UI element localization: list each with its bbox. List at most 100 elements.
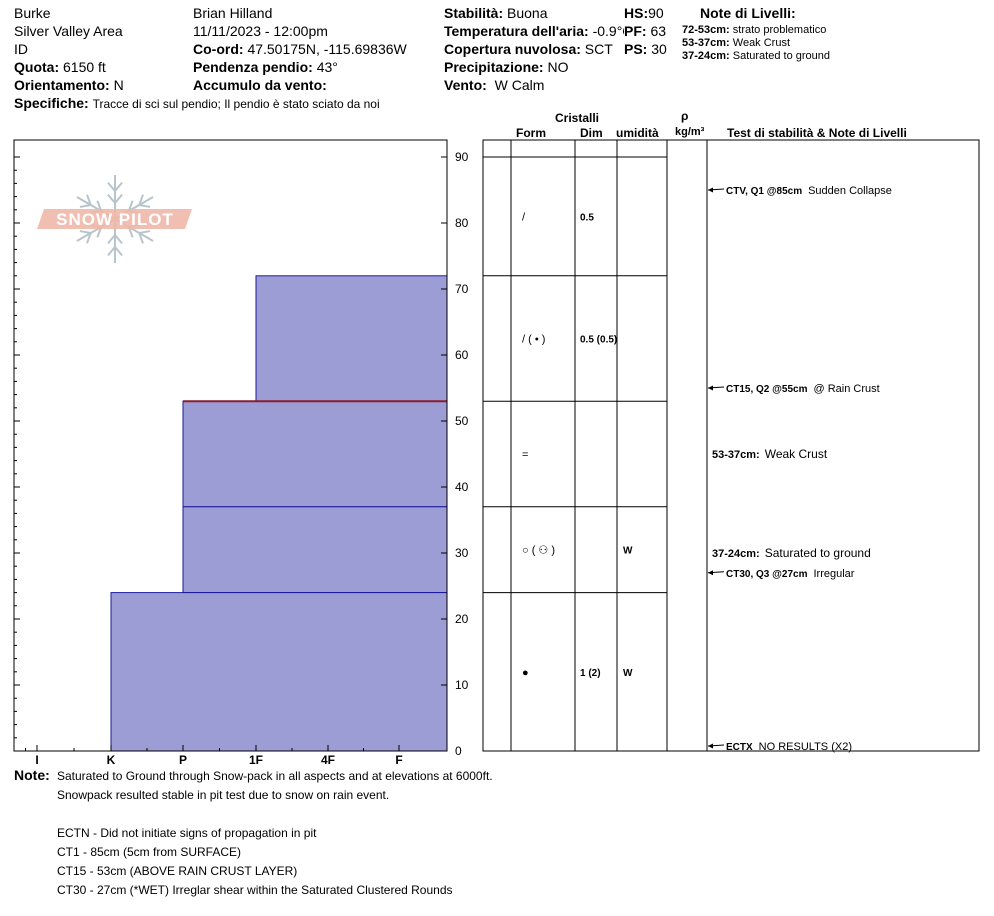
- hardness-tick-label: P: [179, 753, 187, 767]
- cloud-row: Copertura nuvolosa: SCT: [444, 41, 613, 57]
- layer-note-range: 37-24cm:: [682, 50, 730, 62]
- elevation-label: Quota:: [14, 59, 60, 75]
- layer-grain-form: ●: [522, 667, 529, 679]
- cloud-label: Copertura nuvolosa:: [444, 41, 581, 57]
- snowflake-branch: [114, 246, 123, 257]
- wind-loading-label: Accumulo da vento:: [193, 77, 327, 93]
- hardness-plot-frame: [13, 139, 448, 752]
- snowflake-branch: [86, 232, 92, 244]
- test-note: @ Rain Crust: [813, 383, 879, 395]
- layer-grain-size: 0.5: [580, 212, 594, 223]
- specifics-row: Specifiche: Tracce di sci sul pendio; Il…: [14, 95, 380, 112]
- pf-label: PF:: [624, 23, 647, 39]
- layer-note-range: 37-24cm:: [712, 548, 760, 560]
- layer-grain-size: 0.5 (0.5): [580, 335, 617, 346]
- notes-line: ECTN - Did not initiate signs of propaga…: [57, 826, 317, 840]
- test-code: ECTX: [726, 742, 753, 753]
- layer-grain-form: /: [522, 211, 526, 223]
- layer-moisture: W: [623, 546, 633, 557]
- crystals-header: Cristalli: [555, 111, 600, 125]
- ps-label: PS:: [624, 41, 648, 57]
- depth-tick-label: 10: [455, 678, 469, 692]
- stability-label: Stabilità:: [444, 5, 504, 21]
- test-pointer-head: [708, 570, 713, 576]
- size-header: Dim: [580, 126, 603, 140]
- depth-tick-label: 90: [455, 150, 469, 164]
- layer-moisture: W: [623, 668, 633, 679]
- air-temp-label: Temperatura dell'aria:: [444, 23, 589, 39]
- crystals-table-frame: [482, 139, 980, 752]
- notes-line: CT1 - 85cm (5cm from SURFACE): [57, 845, 242, 859]
- state: ID: [14, 41, 28, 57]
- depth-tick-label: 30: [455, 546, 469, 560]
- specifics-label: Specifiche:: [14, 95, 89, 111]
- hs-row: HS:90: [624, 5, 664, 21]
- layer-note-label: 53-37cm: Weak Crust: [712, 447, 828, 461]
- layer-bar: [255, 275, 448, 402]
- layer-note-1: 72-53cm: strato problematico: [682, 24, 826, 37]
- test-note: Irregular: [813, 568, 854, 580]
- snowflake-branch: [114, 193, 123, 204]
- hardness-tick-label: F: [395, 753, 402, 767]
- test-code: CT15, Q2 @55cm: [726, 384, 808, 395]
- stability-value: Buona: [507, 5, 548, 21]
- hardness-tick-label: 4F: [321, 753, 335, 767]
- test-result: CTV, Q1 @85cm Sudden Collapse: [726, 185, 892, 197]
- coord-label: Co-ord:: [193, 41, 244, 57]
- coord-row: Co-ord: 47.50175N, -115.69836W: [193, 41, 407, 57]
- slope-label: Pendenza pendio:: [193, 59, 313, 75]
- depth-tick-label: 40: [455, 480, 469, 494]
- hs-label: HS:: [624, 5, 649, 21]
- snowflake-branch: [107, 193, 116, 204]
- snowflake-branch: [114, 234, 123, 245]
- pf-value: 63: [650, 23, 667, 39]
- snowflake-branch: [138, 232, 144, 244]
- pf-row: PF: 63: [624, 23, 667, 39]
- aspect-label: Orientamento:: [14, 77, 110, 93]
- aspect-value: N: [113, 77, 124, 93]
- snowflake-branch: [107, 246, 116, 257]
- layer-bar: [182, 400, 448, 508]
- snowflake-branch: [86, 194, 92, 206]
- test-pointer-head: [708, 385, 713, 391]
- tests-header: Test di stabilità & Note di Livelli: [727, 126, 907, 140]
- layer-note-text: Weak Crust: [765, 447, 828, 461]
- snowflake-branch: [79, 230, 91, 234]
- test-pointer-head: [708, 187, 713, 193]
- layer-note-range: 72-53cm:: [682, 24, 730, 36]
- air-temp-value: -0.9°C: [592, 23, 633, 39]
- layer-note-label: 37-24cm: Saturated to ground: [712, 546, 871, 560]
- area: Silver Valley Area: [14, 23, 123, 39]
- moisture-header: umidità: [616, 126, 659, 140]
- snowflake-branch: [107, 234, 116, 245]
- test-code: CT30, Q3 @27cm: [726, 569, 808, 580]
- layer-notes-title: Note di Livelli:: [700, 5, 796, 21]
- hs-value: 90: [648, 5, 664, 21]
- observer: Brian Hilland: [193, 5, 273, 21]
- notes-line: CT15 - 53cm (ABOVE RAIN CRUST LAYER): [57, 864, 298, 878]
- depth-tick-label: 70: [455, 282, 469, 296]
- datetime: 11/11/2023 - 12:00pm: [193, 23, 328, 39]
- rho-header: ρ: [681, 109, 689, 123]
- snowflake-branch: [139, 204, 151, 208]
- logo-text: SNOW PILOT: [56, 210, 174, 229]
- snowflake-branch: [114, 181, 123, 192]
- depth-tick-label: 20: [455, 612, 469, 626]
- slope-row: Pendenza pendio: 43°: [193, 59, 338, 75]
- notes-line: Snowpack resulted stable in pit test due…: [57, 788, 390, 802]
- snowflake-branch: [107, 181, 116, 192]
- notes-line: CT30 - 27cm (*WET) Irreglar shear within…: [57, 883, 453, 897]
- hardness-tick-label: I: [35, 753, 38, 767]
- depth-tick-label: 50: [455, 414, 469, 428]
- layer-grain-form: ○ ( ⚇ ): [522, 545, 555, 557]
- snowflake-branch: [138, 194, 144, 206]
- layer-note-3: 37-24cm: Saturated to ground: [682, 50, 830, 63]
- layer-grain-size: 1 (2): [580, 668, 601, 679]
- depth-tick-label: 0: [455, 744, 462, 758]
- slope-value: 43°: [316, 59, 338, 75]
- snowflake-branch: [139, 230, 151, 234]
- ps-row: PS: 30: [624, 41, 667, 57]
- layer-note-text: strato problematico: [732, 24, 827, 36]
- wind-row: Vento: W Calm: [444, 77, 544, 93]
- test-result: CT30, Q3 @27cm Irregular: [726, 568, 855, 580]
